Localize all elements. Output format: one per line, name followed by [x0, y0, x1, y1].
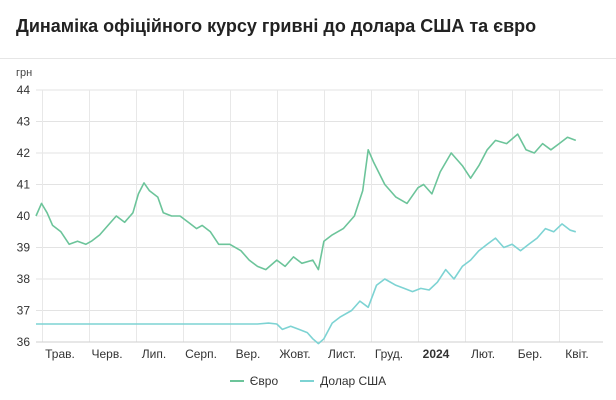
series-line-euro [35, 133, 577, 271]
x-tick-label: Трав. [45, 347, 75, 361]
legend-label: Євро [249, 374, 279, 388]
chart-legend: Євро Долар США [0, 374, 616, 388]
y-tick-label: 42 [17, 146, 31, 160]
legend-swatch [300, 380, 315, 382]
y-axis-unit: грн [16, 67, 32, 79]
y-tick-label: 39 [17, 241, 31, 255]
y-tick-label: 38 [17, 272, 31, 286]
x-tick-label: Квіт. [565, 347, 589, 361]
y-tick-label: 41 [17, 178, 31, 192]
legend-item[interactable]: Долар США [300, 374, 386, 388]
legend-swatch [229, 380, 244, 382]
x-tick-label: Жовт. [279, 347, 310, 361]
x-tick-label: Черв. [91, 347, 122, 361]
legend-item[interactable]: Євро [229, 374, 279, 388]
x-tick-label: Лип. [142, 347, 166, 361]
x-tick-label: Лист. [328, 347, 356, 361]
x-tick-label: Серп. [185, 347, 217, 361]
legend-label: Долар США [320, 374, 387, 388]
x-tick-label: Вер. [236, 347, 261, 361]
x-tick-label: Груд. [375, 347, 403, 361]
title-divider [0, 58, 616, 59]
y-tick-label: 43 [17, 115, 31, 129]
x-tick-label: Лют. [471, 347, 495, 361]
x-tick-label: Бер. [518, 347, 543, 361]
series-line-usd [36, 223, 577, 345]
x-tick-label: 2024 [423, 347, 450, 361]
y-tick-label: 40 [17, 209, 31, 223]
y-tick-label: 44 [17, 83, 31, 97]
y-tick-label: 36 [17, 335, 31, 349]
y-tick-label: 37 [17, 304, 31, 318]
chart-title: Динаміка офіційного курсу гривні до дола… [16, 16, 537, 36]
